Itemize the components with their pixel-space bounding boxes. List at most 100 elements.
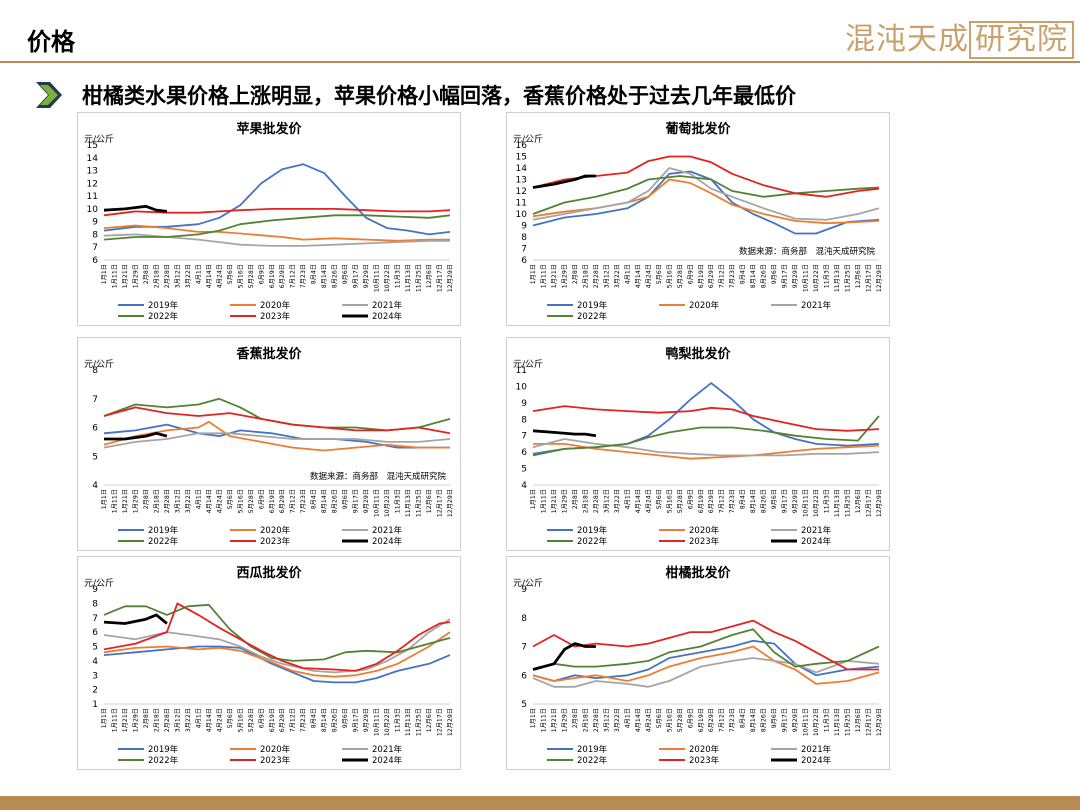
x-tick-label: 12月29日 bbox=[876, 489, 883, 517]
legend-entry: 2019年 bbox=[577, 525, 608, 536]
x-tick-label: 6月9日 bbox=[258, 708, 265, 728]
x-tick-label: 8月14日 bbox=[321, 264, 328, 288]
x-tick-label: 2月8日 bbox=[572, 489, 579, 509]
series-line bbox=[103, 645, 451, 684]
x-tick-label: 5月16日 bbox=[237, 264, 244, 288]
x-tick-label: 1月11日 bbox=[111, 264, 118, 288]
x-tick-label: 5月6日 bbox=[227, 264, 234, 284]
headline: 柑橘类水果价格上涨明显，苹果价格小幅回落，香蕉价格处于过去几年最低价 bbox=[82, 84, 796, 108]
x-tick-label: 1月1日 bbox=[530, 708, 537, 728]
x-tick-label: 5月28日 bbox=[248, 489, 255, 513]
x-tick-label: 7月23日 bbox=[300, 489, 307, 513]
y-tick-label: 8 bbox=[92, 599, 98, 609]
chart-source: 数据来源：商务部 混沌天成研究院 bbox=[310, 471, 447, 482]
x-tick-label: 12月6日 bbox=[855, 489, 862, 513]
legend-entry: 2021年 bbox=[372, 300, 403, 311]
logo: 混沌天成 研究院 bbox=[845, 14, 1074, 59]
y-tick-label: 9 bbox=[521, 585, 527, 595]
x-tick-label: 10月22日 bbox=[813, 264, 820, 292]
x-tick-label: 4月24日 bbox=[216, 264, 223, 288]
y-tick-label: 5 bbox=[92, 643, 98, 653]
x-tick-label: 6月9日 bbox=[258, 264, 265, 284]
x-tick-label: 11月3日 bbox=[824, 264, 831, 288]
y-tick-label: 8 bbox=[521, 614, 527, 624]
x-tick-label: 4月1日 bbox=[195, 708, 202, 728]
chart-panel-grape: 葡萄批发价 元/公斤 6 7 8 9 10 11 12 13 14 15 16 1月1日 1月11日 1月21… bbox=[506, 112, 890, 326]
x-tick-label: 11月25日 bbox=[416, 489, 423, 517]
x-tick-label: 1月11日 bbox=[540, 708, 547, 732]
x-tick-label: 5月28日 bbox=[248, 264, 255, 288]
y-tick-label: 11 bbox=[87, 192, 98, 202]
x-tick-label: 2月28日 bbox=[164, 264, 171, 288]
x-tick-label: 11月25日 bbox=[416, 708, 423, 736]
y-tick-label: 12 bbox=[87, 179, 98, 189]
x-tick-label: 6月9日 bbox=[687, 264, 694, 284]
y-tick-label: 8 bbox=[92, 366, 98, 376]
y-tick-label: 3 bbox=[92, 671, 98, 681]
x-tick-label: 3月12日 bbox=[174, 489, 181, 513]
legend-entry: 2022年 bbox=[148, 755, 179, 766]
x-tick-label: 9月29日 bbox=[792, 489, 799, 513]
x-tick-label: 12月29日 bbox=[447, 489, 454, 517]
x-tick-label: 7月12日 bbox=[290, 489, 297, 513]
series-line bbox=[532, 429, 597, 438]
series-line bbox=[103, 602, 451, 672]
series-line bbox=[103, 420, 450, 452]
x-tick-label: 6月29日 bbox=[708, 708, 715, 732]
legend-entry: 2024年 bbox=[801, 536, 832, 547]
x-tick-label: 1月29日 bbox=[561, 708, 568, 732]
x-tick-label: 11月13日 bbox=[834, 264, 841, 292]
x-tick-label: 12月29日 bbox=[447, 708, 454, 736]
x-tick-label: 9月17日 bbox=[353, 489, 360, 513]
x-tick-label: 6月29日 bbox=[708, 264, 715, 288]
y-tick-label: 8 bbox=[521, 415, 527, 425]
x-tick-label: 11月3日 bbox=[395, 489, 402, 513]
x-tick-label: 2月18日 bbox=[582, 489, 589, 513]
top-rule bbox=[0, 61, 1080, 63]
series-line bbox=[103, 613, 168, 625]
x-tick-label: 1月29日 bbox=[561, 264, 568, 288]
series-line bbox=[532, 382, 880, 455]
x-tick-label: 2月8日 bbox=[572, 708, 579, 728]
x-tick-label: 6月9日 bbox=[687, 489, 694, 509]
x-tick-label: 5月28日 bbox=[677, 489, 684, 513]
x-tick-label: 10月11日 bbox=[374, 708, 381, 736]
x-tick-label: 2月28日 bbox=[593, 489, 600, 513]
legend-entry: 2023年 bbox=[260, 755, 291, 766]
series-line bbox=[103, 214, 451, 241]
legend-entry: 2023年 bbox=[260, 311, 291, 322]
x-tick-label: 12月17日 bbox=[437, 264, 444, 292]
y-tick-label: 14 bbox=[516, 164, 528, 174]
y-tick-label: 7 bbox=[521, 432, 527, 442]
x-tick-label: 10月11日 bbox=[803, 708, 810, 736]
x-tick-label: 4月24日 bbox=[645, 489, 652, 513]
series-line bbox=[103, 432, 451, 449]
x-tick-label: 11月3日 bbox=[395, 708, 402, 732]
x-tick-label: 8月14日 bbox=[750, 489, 757, 513]
x-tick-label: 6月29日 bbox=[708, 489, 715, 513]
x-tick-label: 10月22日 bbox=[384, 489, 391, 517]
y-tick-label: 7 bbox=[521, 643, 527, 653]
chart-title: 鸭梨批发价 bbox=[665, 346, 731, 362]
x-tick-label: 2月18日 bbox=[582, 708, 589, 732]
chart-source: 数据来源：商务部 混沌天成研究院 bbox=[739, 246, 876, 257]
x-tick-label: 4月24日 bbox=[216, 708, 223, 732]
x-tick-label: 3月22日 bbox=[185, 264, 192, 288]
x-tick-label: 1月1日 bbox=[101, 708, 108, 728]
legend-entry: 2024年 bbox=[372, 311, 403, 322]
x-tick-label: 8月4日 bbox=[740, 489, 747, 509]
x-tick-label: 1月1日 bbox=[101, 264, 108, 284]
series-line bbox=[103, 423, 450, 449]
legend-entry: 2019年 bbox=[148, 744, 179, 755]
x-tick-label: 1月1日 bbox=[101, 489, 108, 509]
x-tick-label: 8月26日 bbox=[332, 489, 339, 513]
x-tick-label: 11月13日 bbox=[834, 489, 841, 517]
legend-entry: 2024年 bbox=[372, 755, 403, 766]
y-tick-label: 5 bbox=[92, 452, 98, 462]
y-tick-label: 7 bbox=[92, 395, 98, 405]
x-tick-label: 8月14日 bbox=[321, 708, 328, 732]
legend-entry: 2023年 bbox=[689, 536, 720, 547]
